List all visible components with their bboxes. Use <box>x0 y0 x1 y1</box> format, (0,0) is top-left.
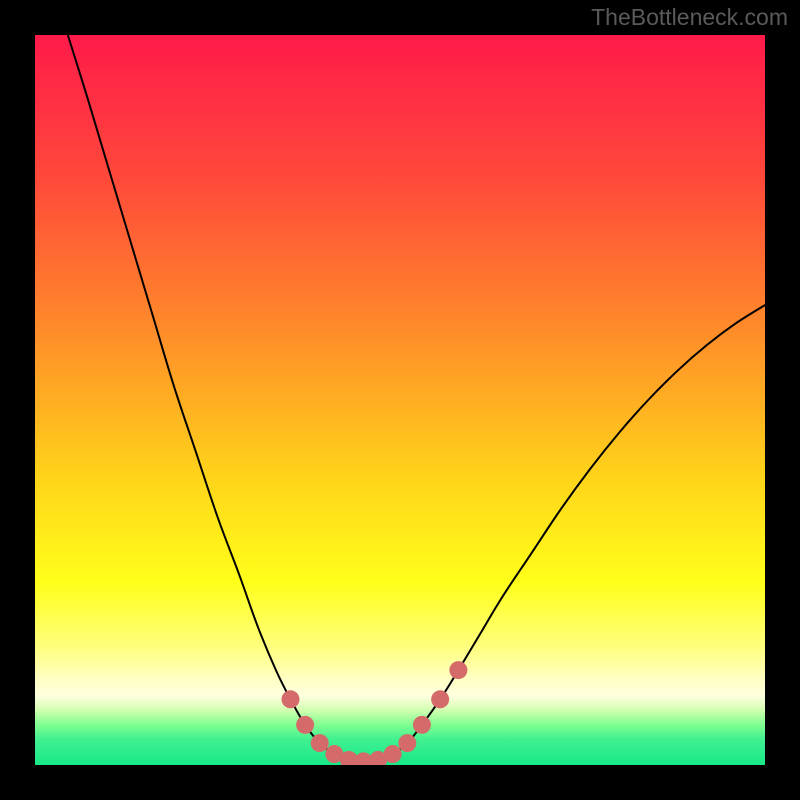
curve-marker <box>311 734 329 752</box>
curve-marker <box>398 734 416 752</box>
curve-marker <box>384 745 402 763</box>
watermark-label: TheBottleneck.com <box>591 4 788 31</box>
curve-marker <box>282 690 300 708</box>
plot-area <box>35 35 765 765</box>
gradient-background <box>35 35 765 765</box>
curve-marker <box>449 661 467 679</box>
curve-marker <box>431 690 449 708</box>
bottleneck-curve-chart <box>35 35 765 765</box>
curve-marker <box>296 716 314 734</box>
curve-marker <box>413 716 431 734</box>
chart-container: TheBottleneck.com <box>0 0 800 800</box>
